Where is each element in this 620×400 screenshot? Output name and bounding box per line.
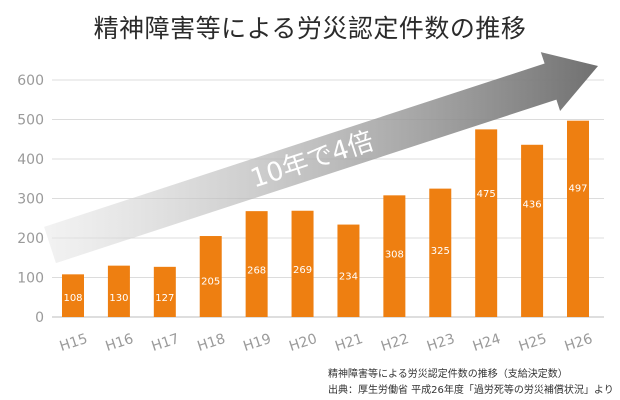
bar — [429, 188, 452, 317]
bar — [245, 211, 268, 317]
bar — [153, 266, 176, 317]
bar — [199, 236, 222, 317]
y-tick-label: 0 — [35, 310, 44, 326]
bar-value-label: 475 — [477, 189, 496, 200]
x-tick-label: H16 — [104, 331, 136, 355]
chart-source: 出典：厚生労働省 平成26年度「過労死等の労災補償状況」より — [328, 385, 614, 396]
bar — [383, 195, 406, 317]
bar — [62, 274, 84, 317]
x-tick-label: H17 — [149, 331, 181, 355]
trend-arrow: 10年で4倍 — [44, 52, 599, 264]
trend-arrow-shape — [44, 52, 599, 264]
y-tick-label: 200 — [17, 231, 44, 247]
bar-value-label: 130 — [109, 293, 128, 304]
y-tick-label: 300 — [17, 192, 44, 208]
bar — [567, 120, 589, 317]
x-axis-ticks: H15 H16 H17 H18 H19 H20 H21 H22 H23 H24 H25 H26 — [58, 331, 595, 355]
bar-value-label: 234 — [339, 271, 358, 282]
x-tick-label: H21 — [333, 331, 365, 355]
bar-value-label: 268 — [247, 265, 266, 276]
x-tick-label: H19 — [241, 331, 273, 355]
x-tick-label: H22 — [379, 331, 411, 355]
y-tick-label: 600 — [17, 73, 44, 89]
x-tick-label: H23 — [425, 331, 457, 355]
bar — [291, 210, 314, 317]
bar-value-label: 436 — [523, 199, 542, 210]
y-tick-label: 500 — [17, 113, 44, 129]
x-tick-label: H20 — [287, 331, 319, 355]
bar — [475, 129, 498, 317]
bar — [521, 144, 544, 317]
bar-value-label: 269 — [293, 265, 312, 276]
bar-value-label: 127 — [155, 293, 174, 304]
y-tick-label: 400 — [17, 152, 44, 168]
x-tick-label: H26 — [563, 331, 595, 355]
bars — [62, 120, 589, 317]
x-tick-label: H24 — [471, 331, 503, 355]
bar-value-label: 108 — [63, 293, 82, 304]
bar-value-label: 205 — [201, 277, 220, 288]
y-tick-label: 100 — [17, 271, 44, 287]
x-tick-label: H25 — [517, 331, 549, 355]
bar-value-label: 325 — [431, 246, 450, 257]
bar — [337, 224, 360, 317]
bar-value-labels: 108 130 127 205 268 269 234 308 325 475 436 497 — [63, 183, 587, 304]
chart-title: 精神障害等による労災認定件数の推移 — [93, 14, 527, 43]
trend-arrow-label: 10年で4倍 — [247, 126, 378, 194]
chart-caption: 精神障害等による労災認定件数の推移（支給決定数） — [328, 369, 568, 380]
y-axis-ticks: 0 100 200 300 400 500 600 — [17, 73, 44, 326]
x-tick-label: H18 — [195, 331, 227, 355]
bar-value-label: 308 — [385, 250, 404, 261]
bar — [107, 265, 130, 317]
x-tick-label: H15 — [58, 331, 90, 355]
bar-value-label: 497 — [568, 183, 587, 194]
